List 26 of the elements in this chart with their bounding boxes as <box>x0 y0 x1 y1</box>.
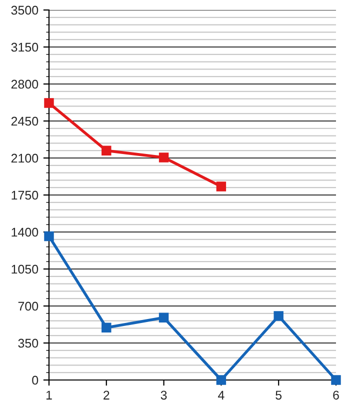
y-tick-label: 2450 <box>11 116 38 126</box>
y-tick-label: 2800 <box>11 80 38 89</box>
y-tick-label: 350 <box>18 338 38 348</box>
y-tick-label: 700 <box>18 302 38 311</box>
point <box>158 312 169 322</box>
y-tick-label: 0 <box>32 376 38 385</box>
point <box>216 375 226 385</box>
y-tick-label: 3500 <box>11 6 38 15</box>
point <box>102 146 112 156</box>
x-tick-label: 3 <box>160 390 167 400</box>
point <box>44 231 54 242</box>
x-tick-label: 1 <box>46 390 52 400</box>
point <box>102 322 112 333</box>
y-tick-label: 1400 <box>12 228 38 237</box>
x-tick-label: 4 <box>218 390 224 400</box>
point <box>274 311 284 321</box>
point <box>158 152 169 162</box>
y-tick-label: 1750 <box>12 190 38 200</box>
point <box>216 182 226 192</box>
point <box>44 98 54 108</box>
y-tick-label: 2100 <box>11 154 38 163</box>
y-tick-label: 3150 <box>11 42 38 52</box>
x-tick-label: 5 <box>276 390 282 400</box>
y-tick-label: 1050 <box>12 264 38 274</box>
x-tick-label: 2 <box>104 390 110 400</box>
x-tick-label: 6 <box>333 390 339 400</box>
